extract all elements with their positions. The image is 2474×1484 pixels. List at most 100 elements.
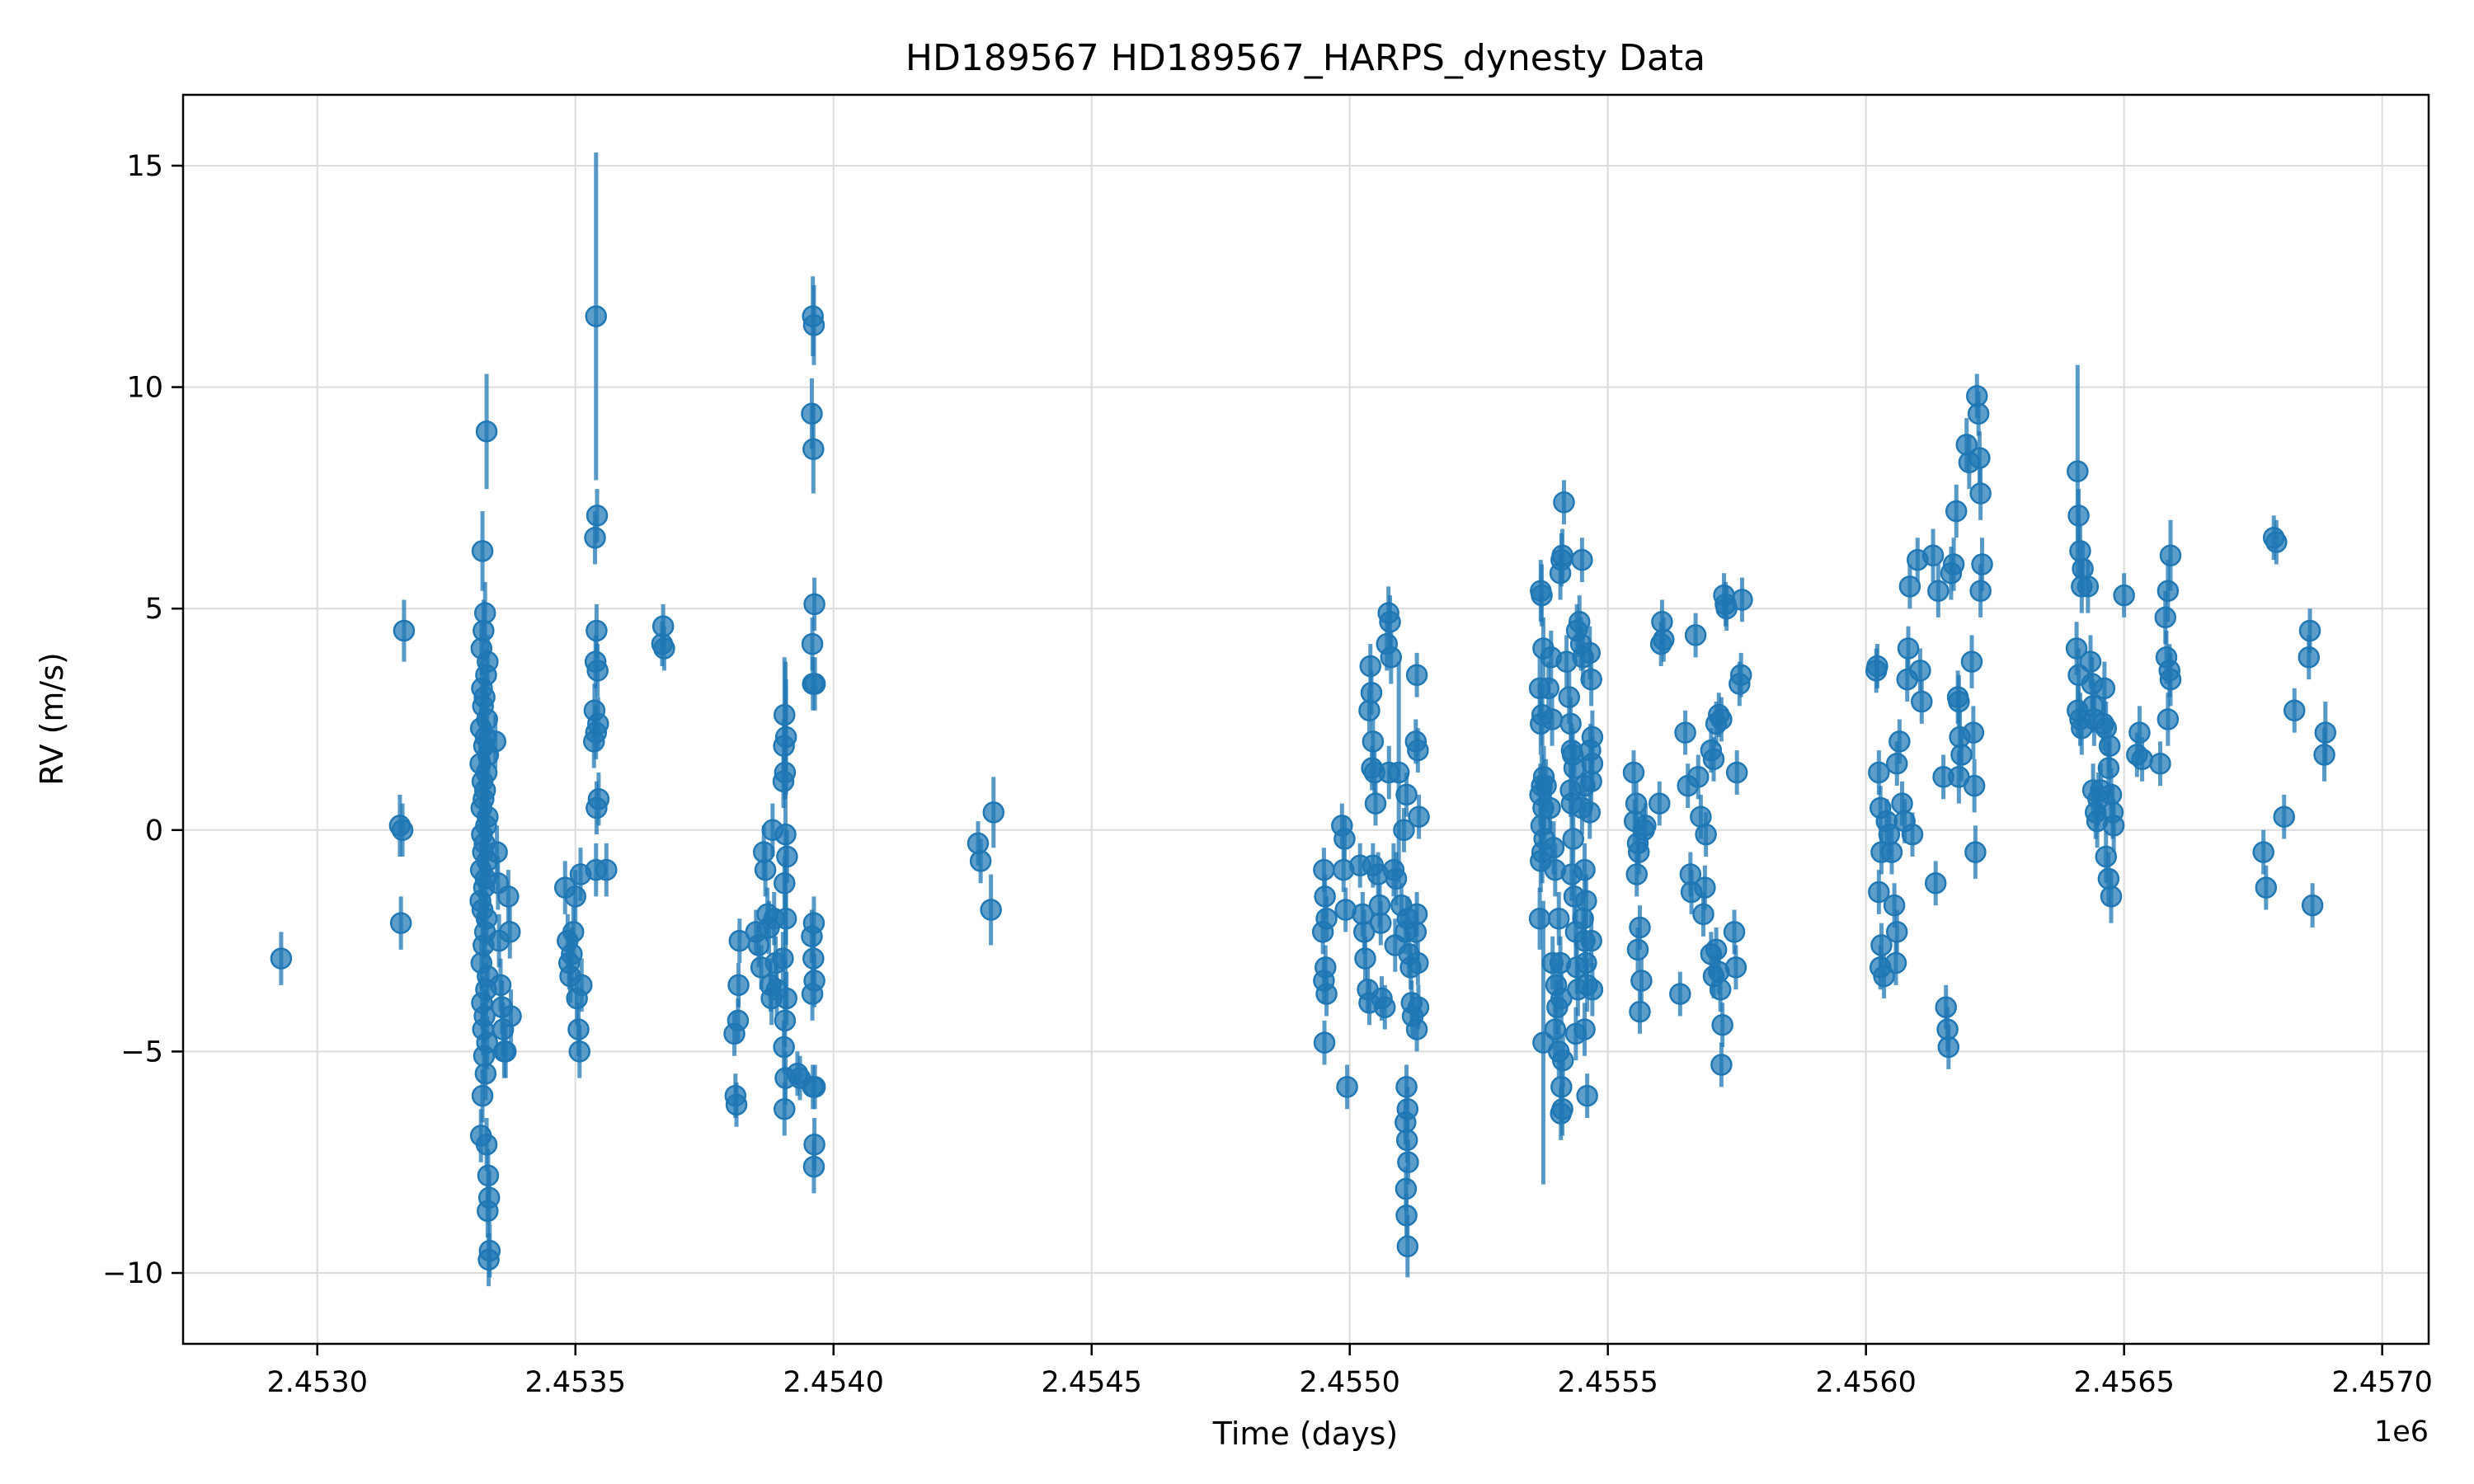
point-marker — [1358, 699, 1380, 722]
point-marker — [586, 796, 608, 819]
x-axis-offset-label: 1e6 — [2374, 1416, 2429, 1449]
point-marker — [1379, 611, 1401, 633]
point-marker — [2159, 544, 2182, 566]
data-point — [1649, 622, 1672, 667]
point-marker — [969, 850, 992, 872]
data-point — [484, 715, 506, 768]
point-marker — [1885, 921, 1908, 943]
point-marker — [473, 619, 495, 642]
data-point — [500, 989, 522, 1043]
x-tick-label: 2.4570 — [2331, 1366, 2432, 1399]
point-marker — [477, 1200, 499, 1223]
point-marker — [802, 1155, 825, 1178]
point-marker — [1649, 632, 1672, 655]
data-point — [774, 1082, 796, 1136]
point-marker — [1711, 1013, 1733, 1036]
data-point — [583, 715, 605, 768]
data-point — [568, 1025, 591, 1078]
data-point — [803, 577, 825, 632]
data-point — [801, 967, 824, 1021]
data-point — [1725, 750, 1748, 795]
data-point — [1370, 900, 1392, 946]
point-marker — [500, 1005, 522, 1027]
point-marker — [802, 314, 825, 336]
point-marker — [1629, 1000, 1651, 1023]
data-point — [391, 803, 414, 857]
data-point — [498, 905, 521, 959]
data-point — [1669, 971, 1691, 1017]
point-marker — [586, 505, 609, 527]
point-marker — [584, 526, 606, 549]
data-point — [2100, 870, 2123, 923]
data-point — [1311, 909, 1334, 955]
point-marker — [2313, 744, 2335, 766]
point-marker — [595, 858, 618, 881]
data-point — [1868, 870, 1890, 914]
point-marker — [1724, 956, 1747, 979]
point-marker — [1550, 1102, 1572, 1125]
point-marker — [2077, 575, 2100, 598]
point-marker — [393, 619, 416, 642]
point-marker — [803, 593, 825, 616]
data-point — [562, 905, 585, 959]
grid-lines — [183, 95, 2429, 1344]
data-point — [2283, 688, 2306, 733]
point-marker — [1710, 1054, 1733, 1076]
data-point — [393, 599, 416, 662]
data-point — [1354, 936, 1376, 981]
point-marker — [802, 673, 824, 695]
point-marker — [1537, 677, 1559, 700]
data-point — [2255, 865, 2278, 910]
point-marker — [1311, 921, 1334, 943]
point-marker — [1866, 655, 1888, 678]
point-marker — [1960, 650, 1983, 673]
point-marker — [774, 872, 796, 895]
data-point — [585, 152, 608, 481]
x-tick-label: 2.4555 — [1557, 1366, 1658, 1399]
point-marker — [1563, 757, 1586, 779]
point-marker — [2157, 580, 2180, 602]
point-marker — [1710, 708, 1733, 730]
point-marker — [2067, 505, 2090, 527]
point-marker — [2265, 531, 2288, 553]
point-marker — [494, 1040, 517, 1063]
point-marker — [1336, 1076, 1358, 1098]
data-point — [1686, 754, 1710, 800]
point-marker — [802, 438, 825, 461]
data-point — [1396, 1215, 1419, 1278]
point-marker — [2283, 699, 2306, 722]
point-marker — [653, 637, 675, 660]
data-point — [727, 962, 750, 1007]
point-marker — [2159, 668, 2182, 691]
point-marker — [1725, 761, 1748, 784]
data-point — [1897, 626, 1920, 671]
data-point — [1550, 1087, 1572, 1140]
point-marker — [2102, 815, 2125, 837]
data-point — [1709, 967, 1732, 1012]
point-marker — [1686, 766, 1710, 788]
data-point — [982, 777, 1005, 848]
data-point — [595, 843, 618, 897]
data-point — [1407, 941, 1429, 985]
point-marker — [571, 974, 593, 997]
point-marker — [391, 819, 414, 842]
point-marker — [1387, 761, 1410, 784]
data-point — [772, 754, 795, 808]
data-point — [1395, 772, 1418, 817]
x-tick-label: 2.4550 — [1299, 1366, 1399, 1399]
point-marker — [1649, 792, 1671, 815]
data-point — [1393, 807, 1415, 852]
point-marker — [1630, 970, 1653, 992]
point-marker — [2093, 677, 2116, 700]
data-point — [772, 932, 794, 985]
data-point — [270, 932, 293, 985]
data-point — [2095, 829, 2118, 884]
data-point — [1883, 883, 1906, 928]
point-marker — [727, 1009, 750, 1032]
data-point — [1332, 848, 1355, 893]
point-marker — [1531, 584, 1553, 607]
point-marker — [2298, 646, 2321, 669]
point-marker — [1397, 1151, 1419, 1173]
point-marker — [477, 1248, 500, 1271]
point-marker — [1539, 796, 1561, 819]
